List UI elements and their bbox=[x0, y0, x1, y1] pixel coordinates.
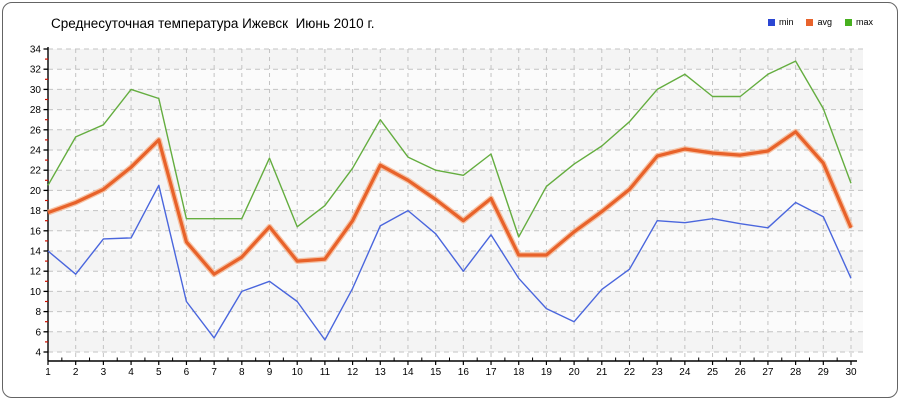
svg-text:3: 3 bbox=[101, 367, 107, 378]
series-min-line bbox=[47, 184, 852, 341]
legend-item-avg: avg bbox=[806, 18, 832, 27]
legend-label-min: min bbox=[778, 17, 794, 27]
svg-text:2: 2 bbox=[73, 367, 79, 378]
svg-text:8: 8 bbox=[35, 307, 41, 318]
svg-text:26: 26 bbox=[735, 367, 747, 378]
series-min bbox=[47, 184, 852, 341]
svg-text:34: 34 bbox=[30, 45, 42, 56]
svg-text:30: 30 bbox=[845, 367, 857, 378]
svg-text:30: 30 bbox=[30, 85, 42, 96]
svg-text:27: 27 bbox=[762, 367, 774, 378]
svg-text:10: 10 bbox=[292, 367, 304, 378]
svg-text:25: 25 bbox=[707, 367, 719, 378]
x-axis-labels: 1 2 3 4 5 6 7 8 9 10 11 12 13 14 15 16 17 18 19 20 21 22 23 24 2… bbox=[45, 367, 857, 378]
series-avg-line bbox=[47, 130, 853, 276]
svg-text:15: 15 bbox=[430, 367, 442, 378]
avg-color-swatch bbox=[806, 19, 814, 26]
x-axis bbox=[47, 360, 857, 365]
svg-text:29: 29 bbox=[818, 367, 830, 378]
svg-text:24: 24 bbox=[30, 146, 42, 157]
svg-text:20: 20 bbox=[30, 186, 42, 197]
svg-text:22: 22 bbox=[30, 166, 42, 177]
svg-text:13: 13 bbox=[375, 367, 387, 378]
svg-text:22: 22 bbox=[624, 367, 636, 378]
series-avg bbox=[47, 128, 854, 278]
legend-item-min: min bbox=[767, 17, 794, 27]
svg-text:28: 28 bbox=[790, 367, 802, 378]
svg-text:11: 11 bbox=[320, 367, 331, 378]
svg-text:1: 1 bbox=[45, 367, 51, 378]
svg-text:20: 20 bbox=[569, 367, 581, 378]
svg-text:26: 26 bbox=[30, 125, 42, 136]
svg-text:23: 23 bbox=[652, 367, 664, 378]
y-axis-minor-ticks bbox=[45, 58, 48, 343]
y-axis bbox=[43, 47, 49, 361]
svg-text:8: 8 bbox=[239, 367, 245, 378]
svg-text:17: 17 bbox=[485, 367, 497, 378]
svg-text:14: 14 bbox=[402, 367, 414, 378]
legend-item-max: max bbox=[844, 17, 873, 27]
legend-label-max: max bbox=[855, 17, 873, 27]
series-max bbox=[47, 60, 852, 238]
svg-text:4: 4 bbox=[128, 367, 134, 378]
svg-text:18: 18 bbox=[30, 206, 42, 217]
svg-text:32: 32 bbox=[30, 65, 42, 76]
svg-text:12: 12 bbox=[30, 267, 42, 278]
svg-text:7: 7 bbox=[211, 367, 217, 378]
svg-text:14: 14 bbox=[30, 247, 42, 258]
chart-title: Среднесуточная температура Ижевск Июнь 2… bbox=[51, 16, 375, 31]
svg-text:4: 4 bbox=[35, 348, 41, 359]
svg-text:5: 5 bbox=[156, 367, 162, 378]
svg-text:16: 16 bbox=[30, 226, 42, 237]
max-color-swatch bbox=[844, 19, 852, 26]
min-color-swatch bbox=[767, 19, 775, 26]
svg-text:9: 9 bbox=[267, 367, 273, 378]
svg-text:12: 12 bbox=[347, 367, 359, 378]
y-axis-labels: 4 6 8 10 12 14 16 18 20 22 24 26 28 30 32 34 bbox=[30, 45, 42, 359]
x-axis-minor-ticks bbox=[61, 357, 838, 361]
svg-text:16: 16 bbox=[458, 367, 470, 378]
plot-background-bands bbox=[48, 49, 863, 352]
legend: min avg max bbox=[767, 17, 873, 27]
svg-text:19: 19 bbox=[541, 367, 553, 378]
vertical-gridlines bbox=[75, 49, 852, 359]
svg-text:10: 10 bbox=[30, 287, 42, 298]
svg-text:6: 6 bbox=[35, 327, 41, 338]
svg-text:28: 28 bbox=[30, 105, 42, 116]
svg-text:6: 6 bbox=[184, 367, 190, 378]
svg-text:18: 18 bbox=[513, 367, 525, 378]
svg-text:24: 24 bbox=[679, 367, 691, 378]
legend-label-avg: avg bbox=[817, 17, 832, 27]
svg-text:21: 21 bbox=[596, 367, 608, 378]
horizontal-gridlines bbox=[48, 48, 863, 353]
series-max-line bbox=[47, 60, 852, 238]
